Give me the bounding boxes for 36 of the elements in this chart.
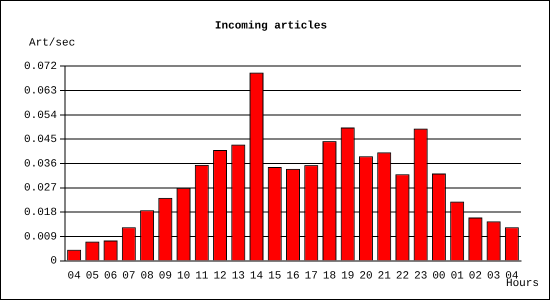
x-tick-label: 06 [104, 270, 118, 282]
x-tick-label: 19 [341, 270, 354, 282]
x-tick-label: 01 [450, 270, 464, 282]
x-tick-label: 14 [250, 270, 264, 282]
y-tick-label: 0.063 [24, 85, 58, 98]
x-tick-label: 00 [432, 270, 446, 282]
y-tick-label: 0.072 [24, 61, 58, 74]
y-tick-label: 0.054 [24, 110, 58, 122]
x-tick-label: 11 [195, 270, 209, 282]
x-tick-label: 23 [414, 270, 428, 282]
y-tick-label: 0.018 [24, 207, 58, 220]
x-tick-label: 22 [396, 270, 410, 282]
x-tick-label: 20 [359, 270, 373, 282]
y-axis-title: Art/sec [29, 38, 76, 50]
y-tick-label: 0.036 [24, 158, 58, 170]
x-tick-label: 02 [468, 270, 482, 282]
x-tick-label: 15 [268, 270, 282, 282]
chart-title: Incoming articles [214, 20, 328, 32]
x-tick-label: 05 [86, 270, 99, 282]
x-tick-label: 08 [140, 270, 154, 282]
x-tick-label: 21 [378, 270, 392, 282]
x-tick-label: 12 [213, 270, 227, 282]
x-tick-label: 10 [176, 270, 190, 282]
x-tick-label: 13 [232, 270, 245, 282]
x-tick-label: 07 [122, 270, 136, 282]
x-tick-label: 16 [286, 270, 300, 282]
x-tick-label: 17 [304, 270, 318, 282]
x-tick-label: 09 [158, 270, 172, 282]
x-tick-label: 03 [487, 270, 500, 282]
x-tick-label: 18 [322, 270, 336, 282]
y-tick-label: 0.027 [24, 182, 58, 195]
y-tick-label: 0 [50, 256, 58, 268]
x-axis-title: Hours [506, 278, 539, 290]
y-tick-label: 0.009 [24, 231, 58, 244]
x-tick-label: 04 [68, 270, 82, 282]
y-tick-label: 0.045 [24, 134, 58, 146]
